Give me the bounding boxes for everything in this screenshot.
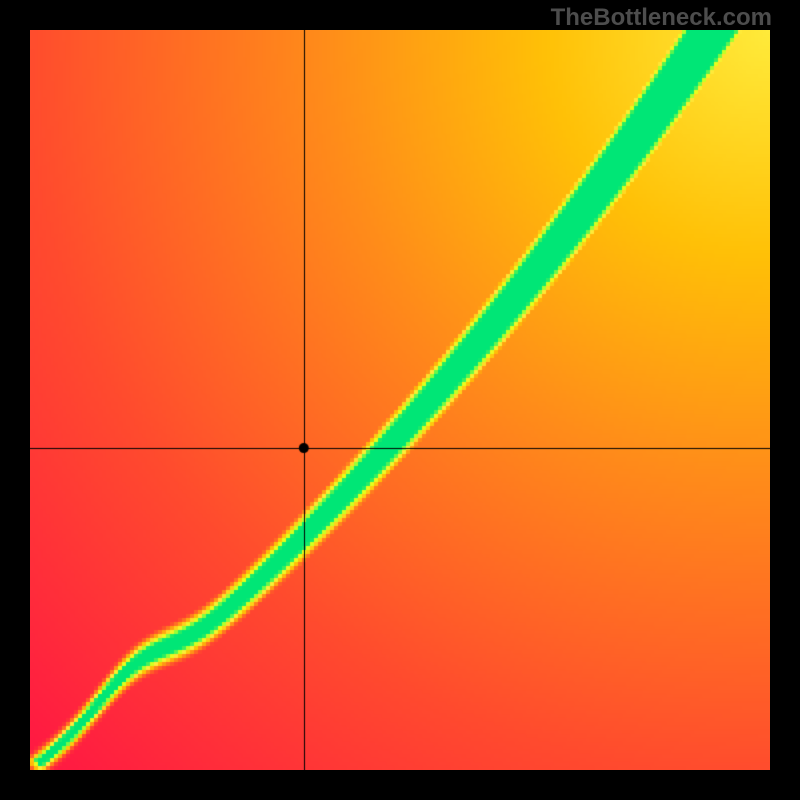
- bottleneck-heatmap: [30, 30, 770, 770]
- watermark-text: TheBottleneck.com: [551, 4, 772, 32]
- chart-container: { "canvas": { "width": 800, "height": 80…: [0, 0, 800, 800]
